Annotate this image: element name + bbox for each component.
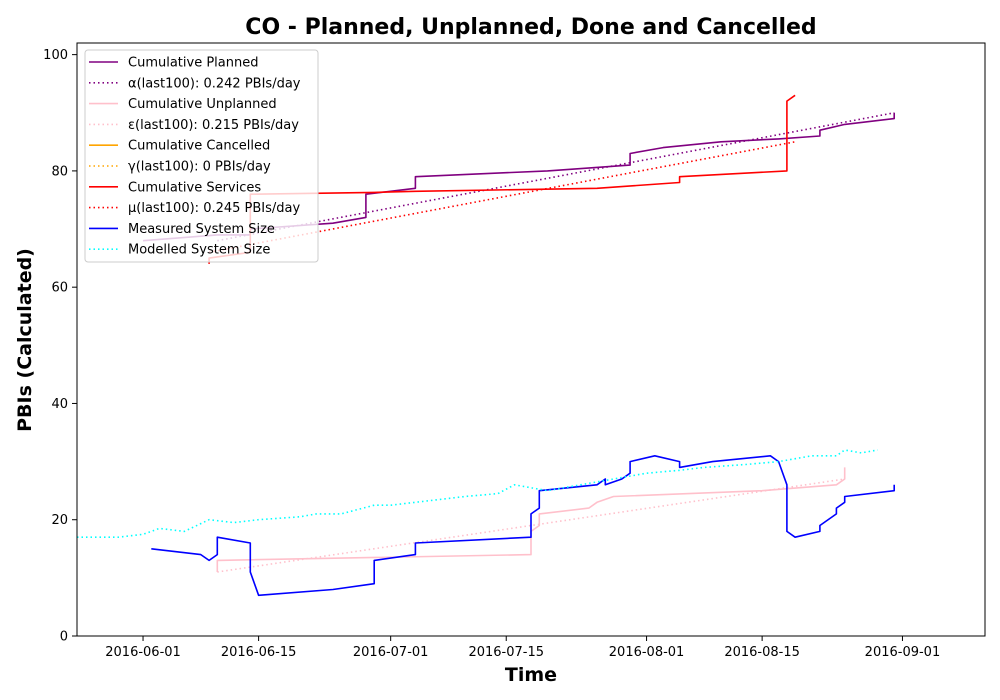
x-tick-label: 2016-06-15 bbox=[221, 645, 297, 660]
legend-label: Cumulative Cancelled bbox=[128, 139, 270, 154]
y-tick-label: 0 bbox=[60, 630, 68, 645]
y-tick-label: 20 bbox=[51, 513, 68, 528]
y-axis-label: PBIs (Calculated) bbox=[14, 248, 36, 432]
x-tick-label: 2016-06-01 bbox=[105, 645, 181, 660]
x-tick-label: 2016-07-15 bbox=[468, 645, 544, 660]
legend: Cumulative Planned α(last100): 0.242 PBIs… bbox=[84, 49, 319, 263]
x-tick-label: 2016-08-15 bbox=[724, 645, 800, 660]
legend-label: μ(last100): 0.245 PBIs/day bbox=[128, 201, 300, 216]
y-tick-label: 40 bbox=[51, 397, 68, 412]
legend-label: Cumulative Unplanned bbox=[128, 97, 277, 112]
x-axis-ticks: 2016-06-01 2016-06-15 2016-07-01 2016-07-15… bbox=[105, 636, 940, 660]
legend-label: ε(last100): 0.215 PBIs/day bbox=[128, 118, 299, 133]
legend-label: Cumulative Services bbox=[128, 180, 261, 195]
x-axis-label: Time bbox=[505, 664, 557, 686]
series-line-measured-system-size bbox=[151, 454, 896, 597]
x-tick-label: 2016-09-01 bbox=[865, 645, 941, 660]
legend-label: α(last100): 0.242 PBIs/day bbox=[128, 76, 301, 91]
x-tick-label: 2016-08-01 bbox=[609, 645, 685, 660]
series-line-cumulative-unplanned bbox=[216, 467, 846, 572]
y-tick-label: 80 bbox=[51, 164, 68, 179]
chart-title: CO - Planned, Unplanned, Done and Cancel… bbox=[245, 15, 816, 40]
y-tick-label: 100 bbox=[43, 48, 68, 63]
series-line-modelled-system-size bbox=[77, 449, 878, 539]
x-tick-label: 2016-07-01 bbox=[353, 645, 429, 660]
legend-label: Modelled System Size bbox=[128, 243, 270, 258]
legend-label: γ(last100): 0 PBIs/day bbox=[128, 160, 271, 175]
y-tick-label: 60 bbox=[51, 281, 68, 296]
y-axis-ticks: 0 20 40 60 80 100 bbox=[43, 48, 77, 645]
legend-box bbox=[84, 49, 319, 263]
plot-frame bbox=[76, 42, 986, 637]
legend-label: Cumulative Planned bbox=[128, 56, 258, 71]
legend-label: Measured System Size bbox=[128, 222, 275, 237]
